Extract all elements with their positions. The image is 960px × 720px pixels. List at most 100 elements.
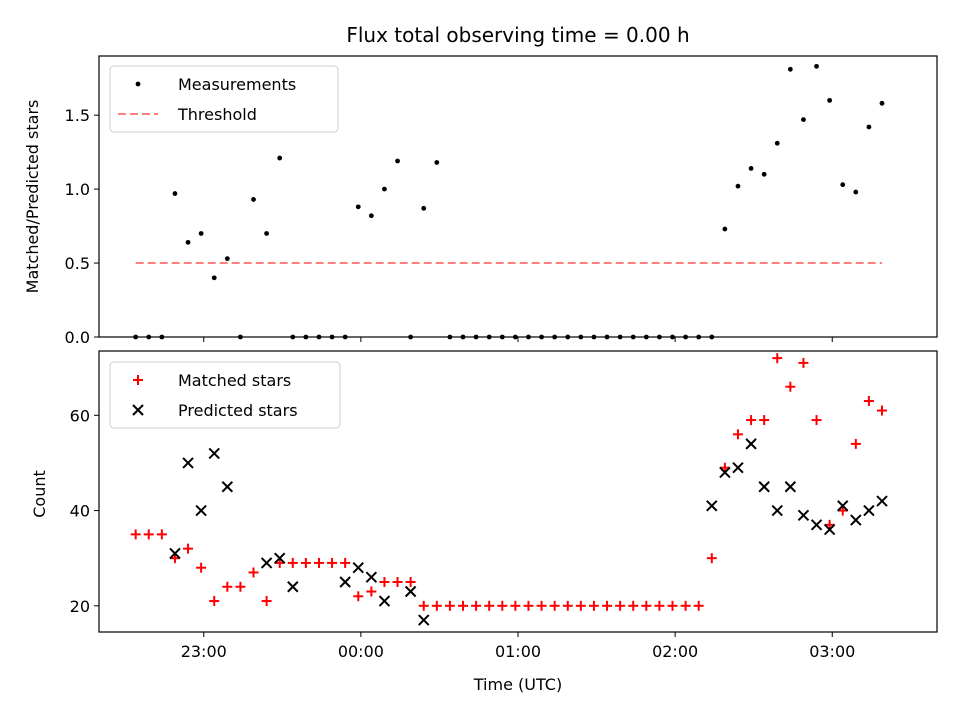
predicted-star-point — [378, 595, 391, 607]
predicted-star-point — [169, 547, 181, 560]
predicted-star-point — [208, 447, 220, 460]
legend-box — [109, 65, 339, 133]
matched-star-point — [169, 553, 180, 564]
bottom-legend: Matched stars Predicted stars — [109, 361, 341, 429]
bottom-y-axis-label: Count — [30, 470, 49, 518]
bottom-y-tick-label: 60 — [70, 406, 90, 425]
bottom-plot-marks — [130, 353, 888, 626]
matched-star-point — [313, 557, 324, 568]
legend-label: Threshold — [177, 105, 257, 124]
x-axis-label: Time (UTC) — [473, 675, 562, 694]
predicted-star-point — [182, 457, 194, 469]
predicted-star-point — [745, 438, 757, 450]
measurement-point — [251, 197, 256, 202]
predicted-star-point — [365, 571, 378, 583]
top-y-tick-label: 1.0 — [65, 180, 90, 199]
matched-star-point — [444, 600, 455, 611]
matched-star-point — [549, 600, 560, 611]
predicted-star-point — [863, 504, 875, 517]
measurement-point — [853, 189, 859, 195]
predicted-star-point — [221, 481, 234, 493]
matched-star-point — [183, 543, 194, 554]
predicted-star-point — [876, 495, 888, 507]
measurement-point — [355, 204, 361, 210]
chart-title: Flux total observing time = 0.00 h — [346, 23, 689, 47]
matched-star-point — [811, 415, 822, 426]
matched-star-point — [785, 381, 796, 392]
matched-star-point — [615, 600, 626, 611]
measurement-point — [840, 182, 846, 188]
matched-star-point — [850, 438, 861, 449]
measurement-point — [879, 100, 885, 106]
matched-star-point — [274, 557, 285, 568]
measurement-point — [722, 226, 728, 232]
predicted-star-point — [352, 561, 364, 574]
top-x-ticks — [203, 337, 833, 342]
x-tick-label: 02:00 — [652, 642, 698, 661]
matched-star-point — [405, 576, 416, 587]
bottom-x-ticks: 23:00 00:00 01:00 02:00 03:00 — [181, 632, 855, 661]
matched-star-point — [863, 396, 874, 407]
predicted-star-point — [823, 523, 836, 536]
matched-star-point — [667, 600, 678, 611]
predicted-star-point — [404, 585, 417, 598]
top-y-ticks: 0.0 0.5 1.0 1.5 — [65, 106, 99, 347]
matched-star-point — [143, 529, 154, 540]
matched-star-point — [602, 600, 613, 611]
matched-star-point — [575, 600, 586, 611]
x-tick-label: 23:00 — [181, 642, 227, 661]
matched-star-point — [772, 353, 783, 364]
measurement-point — [224, 256, 230, 262]
predicted-star-point — [771, 504, 783, 517]
matched-star-point — [235, 581, 246, 592]
matched-star-point — [300, 557, 311, 568]
measurement-point — [787, 66, 793, 72]
legend-label: Matched stars — [178, 371, 291, 390]
measurement-point — [827, 97, 833, 103]
matched-star-point — [366, 586, 377, 597]
predicted-star-point — [850, 514, 862, 526]
predicted-star-point — [260, 557, 273, 569]
matched-star-point — [130, 529, 141, 540]
measurement-point — [735, 183, 741, 189]
matched-star-point — [484, 600, 495, 611]
predicted-star-point — [719, 466, 731, 479]
measurement-point — [801, 117, 806, 122]
matched-star-point — [877, 405, 888, 416]
top-y-tick-label: 0.0 — [65, 328, 90, 347]
matched-star-point — [837, 505, 848, 516]
matched-star-point — [654, 600, 665, 611]
measurement-point — [395, 158, 400, 164]
matched-star-point — [732, 429, 743, 440]
matched-star-point — [471, 600, 482, 611]
matched-star-point — [222, 581, 233, 592]
matched-star-point — [196, 562, 207, 573]
matched-star-point — [680, 600, 691, 611]
matched-star-point — [458, 600, 469, 611]
measurement-point — [382, 186, 387, 192]
measurement-point — [185, 239, 191, 245]
predicted-star-point — [810, 519, 823, 531]
matched-star-point — [209, 596, 220, 607]
matched-star-point — [392, 576, 403, 587]
measurement-point — [434, 160, 440, 165]
measurement-point — [198, 231, 204, 236]
predicted-star-point — [706, 500, 718, 512]
legend-marker-dot — [135, 81, 141, 87]
measurement-point — [264, 231, 269, 236]
measurement-point — [866, 124, 872, 130]
bottom-panel: 20 40 60 23:00 00:00 01:00 02:00 03:00 Count T… — [30, 350, 938, 694]
matched-star-point — [641, 600, 652, 611]
predicted-star-point — [758, 481, 770, 493]
matched-star-point — [693, 600, 704, 611]
matched-star-point — [706, 553, 717, 564]
measurement-point — [814, 63, 819, 69]
matched-star-point — [719, 462, 730, 473]
legend-marker-x — [132, 404, 144, 416]
matched-star-point — [261, 596, 272, 607]
legend-marker-plus — [133, 375, 143, 385]
predicted-star-point — [797, 509, 810, 522]
predicted-star-point — [287, 581, 299, 593]
measurement-point — [748, 166, 754, 171]
